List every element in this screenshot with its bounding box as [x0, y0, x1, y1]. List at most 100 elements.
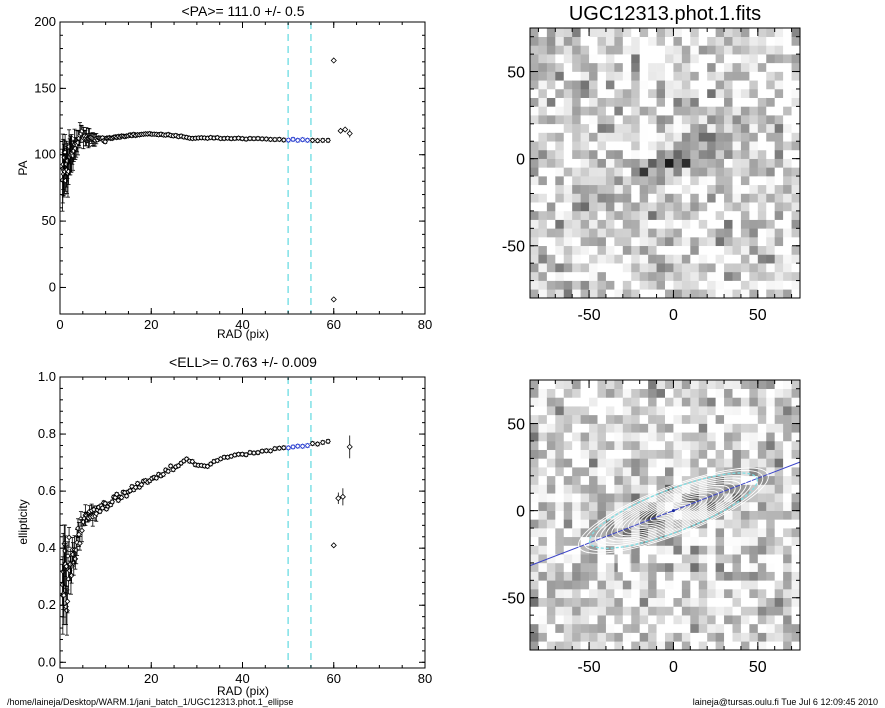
- image-pixel: [631, 36, 640, 46]
- image-pixel: [639, 388, 649, 398]
- image-pixel: [783, 571, 792, 581]
- image-pixel: [580, 289, 590, 299]
- image-pixel: [740, 545, 750, 555]
- image-pixel: [681, 615, 691, 625]
- image-pixel: [563, 484, 573, 494]
- image-pixel: [631, 184, 640, 194]
- image-pixel: [749, 397, 759, 407]
- image-pixel: [648, 467, 657, 477]
- image-pixel: [740, 623, 750, 633]
- image-pixel: [563, 80, 573, 90]
- image-pixel: [563, 45, 573, 55]
- image-pixel: [530, 501, 539, 511]
- image-pixel: [715, 254, 725, 264]
- image-pixel: [690, 528, 700, 538]
- image-pixel: [673, 245, 683, 255]
- image-pixel: [715, 528, 725, 538]
- image-pixel: [732, 45, 742, 55]
- image-pixel: [546, 36, 556, 46]
- image-pixel: [622, 580, 632, 590]
- image-pixel: [740, 132, 750, 142]
- image-pixel: [656, 397, 666, 407]
- image-pixel: [707, 193, 716, 203]
- image-pixel: [530, 80, 539, 90]
- image-pixel: [614, 97, 624, 107]
- image-pixel: [665, 423, 674, 433]
- image-pixel: [614, 571, 624, 581]
- image-pixel: [715, 423, 725, 433]
- image-pixel: [749, 562, 759, 572]
- image-pixel: [715, 414, 725, 424]
- image-pixel: [732, 545, 742, 555]
- data-point: [251, 135, 257, 142]
- image-pixel: [665, 115, 674, 125]
- image-pixel: [614, 210, 624, 220]
- image-pixel: [631, 554, 640, 564]
- image-pixel: [639, 562, 649, 572]
- image-pixel: [614, 423, 624, 433]
- pa-title: <PA>= 111.0 +/- 0.5: [182, 3, 305, 19]
- image-pixel: [707, 623, 716, 633]
- image-pixel: [605, 158, 615, 168]
- image-pixel: [631, 176, 640, 186]
- image-pixel: [656, 615, 666, 625]
- x-tick-label: 60: [327, 317, 341, 332]
- image-pixel: [546, 263, 556, 273]
- image-pixel: [572, 510, 581, 520]
- image-pixel: [740, 432, 750, 442]
- x-tick-label: 0: [669, 659, 678, 676]
- image-pixel: [740, 210, 750, 220]
- center-marker: [671, 509, 675, 513]
- image-pixel: [555, 528, 565, 538]
- image-pixel: [791, 632, 801, 642]
- image-pixel: [563, 202, 573, 212]
- data-point: [285, 137, 292, 143]
- image-pixel: [538, 123, 548, 133]
- pa-xlabel: RAD (pix): [217, 327, 269, 341]
- x-tick-label: 50: [749, 659, 767, 676]
- image-pixel: [546, 615, 556, 625]
- image-pixel: [757, 493, 767, 503]
- image-pixel: [740, 388, 750, 398]
- image-pixel: [622, 406, 632, 416]
- image-pixel: [774, 589, 784, 599]
- image-pixel: [690, 440, 700, 450]
- image-pixel: [665, 580, 674, 590]
- image-pixel: [572, 606, 581, 616]
- image-pixel: [740, 71, 750, 81]
- y-tick-label: 0.6: [38, 483, 56, 498]
- data-point: [259, 448, 265, 454]
- image-pixel: [766, 210, 775, 220]
- image-pixel: [665, 632, 674, 642]
- image-pixel: [774, 97, 784, 107]
- image-pixel: [681, 176, 691, 186]
- image-pixel: [766, 380, 775, 390]
- image-pixel: [605, 606, 615, 616]
- image-pixel: [589, 28, 598, 38]
- image-pixel: [681, 528, 691, 538]
- image-pixel: [546, 510, 556, 520]
- image-pixel: [538, 606, 548, 616]
- image-pixel: [555, 149, 565, 159]
- image-pixel: [783, 176, 792, 186]
- image-pixel: [597, 219, 607, 229]
- image-pixel: [774, 254, 784, 264]
- image-pixel: [791, 528, 801, 538]
- image-pixel: [681, 501, 691, 511]
- isophote-ellipse: [644, 497, 703, 524]
- image-pixel: [538, 388, 548, 398]
- image-pixel: [732, 210, 742, 220]
- image-pixel: [774, 554, 784, 564]
- image-pixel: [757, 571, 767, 581]
- image-pixel: [757, 562, 767, 572]
- image-pixel: [740, 280, 750, 290]
- image-pixel: [732, 388, 742, 398]
- image-pixel: [648, 210, 657, 220]
- image-pixel: [622, 589, 632, 599]
- image-pixel: [740, 88, 750, 98]
- image-pixel: [546, 167, 556, 177]
- image-pixel: [673, 528, 683, 538]
- image-pixel: [791, 510, 801, 520]
- image-pixel: [555, 237, 565, 247]
